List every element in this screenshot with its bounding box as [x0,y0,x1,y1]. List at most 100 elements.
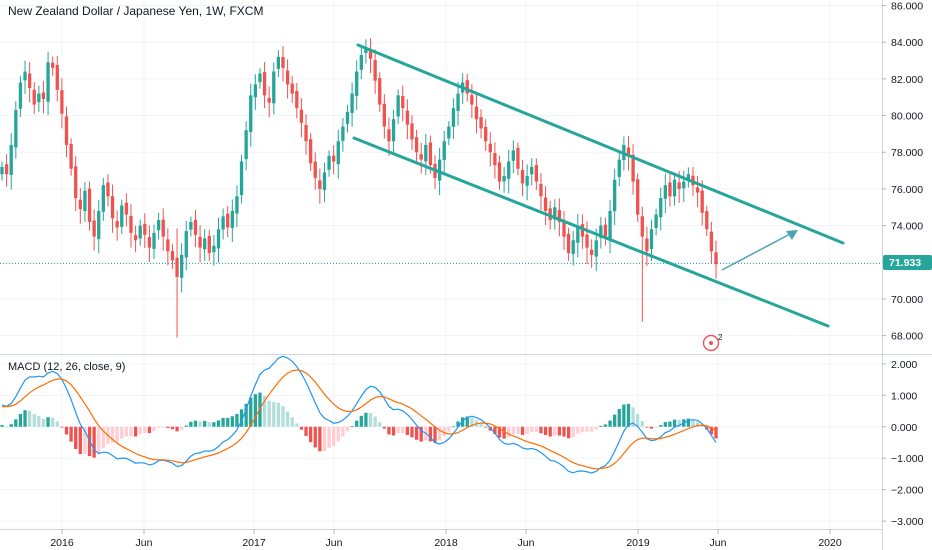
last-price-label: 71.933 [889,257,921,269]
alert-icon[interactable]: 2 [702,333,724,352]
candle-body [120,205,124,227]
candle-body [410,123,414,140]
macd-histogram-bar [313,426,317,448]
y-tick-label: 70.000 [891,294,923,306]
macd-histogram-bar [74,426,78,449]
candle-body [705,211,709,230]
macd-pane[interactable] [0,355,718,474]
candle-body [23,71,27,81]
channel-upper-line [356,43,845,245]
candle-body [9,144,13,175]
candle-body [41,92,46,100]
macd-histogram-bar [355,420,359,427]
candle-body [700,190,704,213]
macd-histogram-bar [290,417,294,427]
macd-histogram-bar [138,426,142,435]
macd-histogram-bar [608,420,612,427]
candle-body [51,62,55,68]
candle-body [437,159,442,181]
macd-histogram-bar [405,426,410,435]
x-tick-label: 2018 [434,537,458,549]
candle-body [290,83,294,94]
macd-histogram-bar [4,426,9,428]
macd-histogram-bar [576,426,580,434]
macd-histogram-bar [585,426,589,432]
x-tick-label: Jun [326,537,343,549]
macd-histogram-bar [304,426,308,436]
candle-body [516,147,520,169]
candle-body [668,182,672,197]
candle-body [391,119,396,142]
y-tick-label: 80.000 [891,111,923,123]
candle-body [428,142,433,166]
candle-body [175,257,179,277]
candle-body [226,213,230,228]
macd-histogram-bar [543,426,548,436]
candle-body [534,165,539,182]
macd-histogram-bar [451,426,456,428]
x-tick-label: 2017 [242,537,266,549]
macd-histogram-bar [226,417,230,427]
macd-label: MACD (12, 26, close, 9) [8,361,125,373]
macd-histogram-bar [203,420,207,427]
last-price-badge-background [883,255,932,270]
macd-histogram-bar [9,424,13,427]
candle-body [87,188,92,222]
candle-body [295,91,299,109]
macd-histogram-bar [175,426,179,432]
macd-histogram-bar [557,426,562,436]
macd-histogram-bar [207,422,211,427]
candle-body [230,210,234,228]
macd-histogram-bar [281,406,285,427]
candle-body [272,71,276,104]
macd-histogram-bar [686,418,691,427]
macd-histogram-bar [668,421,672,427]
macd-histogram-bar [396,426,400,434]
macd-histogram-bar [516,426,520,434]
macd-histogram-bar [649,426,654,429]
macd-histogram-bar [51,417,55,427]
macd-histogram-bar [46,417,50,427]
candle-body [83,190,87,212]
macd-histogram-bar [170,426,175,430]
macd-histogram-bar [32,414,36,427]
macd-histogram-bar [636,413,640,427]
price-pane[interactable] [0,38,882,338]
macd-histogram-bar [198,421,202,427]
candle-body [663,185,667,199]
macd-histogram-bar [41,418,46,427]
macd-histogram-bar [695,421,700,427]
candle-body [594,240,598,257]
candle-body [447,126,451,139]
macd-histogram-bar [318,426,322,452]
candle-body [502,176,506,182]
macd-histogram-bar [267,400,271,427]
macd-histogram-bar [37,416,41,427]
macd-histogram-bar [239,409,244,427]
candle-body [0,166,4,175]
macd-histogram-bar [156,426,161,428]
candle-body [239,161,244,196]
projection-arrow-shaft [721,232,793,271]
candle-body [695,187,700,193]
candle-body [677,182,681,189]
candle-body [129,215,133,233]
macd-histogram-bar [189,421,193,427]
macd-histogram-bar [691,419,695,427]
candle-body [97,210,101,240]
candle-body [327,155,331,170]
candle-body [424,144,428,162]
macd-histogram-bar [700,425,704,427]
macd-histogram-bar [83,426,87,454]
macd-histogram-bar [212,422,216,427]
macd-histogram-bar [332,426,336,446]
macd-histogram-bar [364,412,368,427]
macd-histogram-bar [345,426,350,432]
macd-histogram-bar [511,426,515,435]
candle-body [571,240,575,254]
candle-body [281,56,285,68]
macd-histogram-bar [714,426,718,439]
candle-body [649,229,654,250]
macd-histogram-bar [709,426,714,435]
macd-histogram-bar [677,419,681,427]
